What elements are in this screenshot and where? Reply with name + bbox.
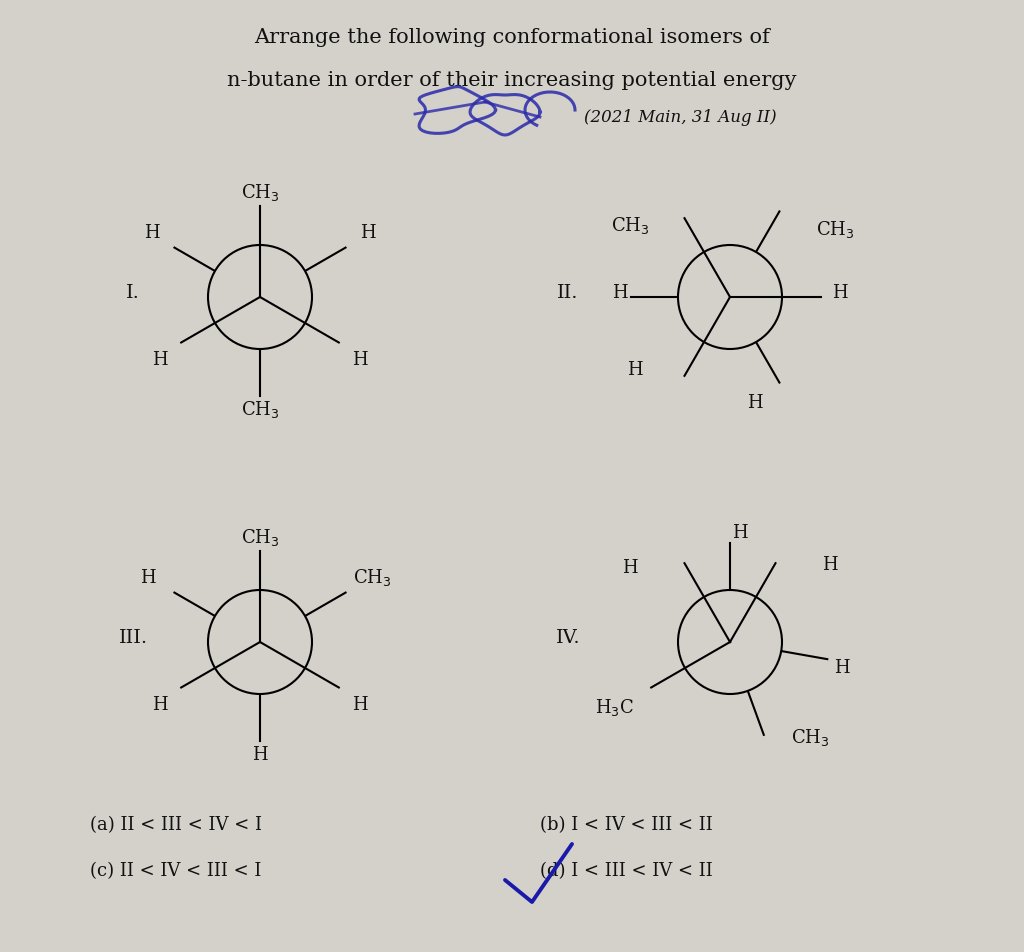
Text: H: H: [352, 350, 368, 368]
Text: CH$_3$: CH$_3$: [241, 183, 280, 204]
Text: H: H: [153, 695, 168, 713]
Text: H: H: [140, 568, 156, 586]
Text: H$_3$C: H$_3$C: [596, 697, 635, 718]
Text: CH$_3$: CH$_3$: [816, 219, 854, 240]
Text: H: H: [835, 659, 850, 676]
Text: H: H: [732, 524, 748, 542]
Text: H: H: [144, 224, 160, 242]
Text: H: H: [352, 695, 368, 713]
Text: CH$_3$: CH$_3$: [352, 566, 391, 588]
Text: H: H: [623, 559, 638, 576]
Text: H: H: [360, 224, 376, 242]
Text: CH$_3$: CH$_3$: [791, 726, 829, 747]
Text: Arrange the following conformational isomers of: Arrange the following conformational iso…: [254, 29, 770, 48]
Text: H: H: [833, 284, 848, 302]
Text: H: H: [252, 745, 268, 764]
Text: n-butane in order of their increasing potential energy: n-butane in order of their increasing po…: [227, 71, 797, 90]
Text: III.: III.: [119, 628, 147, 646]
Text: CH$_3$: CH$_3$: [610, 215, 649, 236]
Text: (a) II < III < IV < I: (a) II < III < IV < I: [90, 815, 262, 833]
Circle shape: [678, 246, 782, 349]
Text: H: H: [822, 555, 838, 573]
Text: (b) I < IV < III < II: (b) I < IV < III < II: [540, 815, 713, 833]
Circle shape: [678, 590, 782, 694]
Circle shape: [208, 246, 312, 349]
Text: H: H: [612, 284, 628, 302]
Text: (d) I < III < IV < II: (d) I < III < IV < II: [540, 862, 713, 879]
Text: I.: I.: [126, 284, 140, 302]
Text: H: H: [153, 350, 168, 368]
Text: II.: II.: [557, 284, 579, 302]
Text: H: H: [748, 393, 763, 411]
Text: H: H: [627, 361, 643, 379]
Text: (2021 Main, 31 Aug II): (2021 Main, 31 Aug II): [584, 109, 776, 127]
Text: IV.: IV.: [556, 628, 581, 646]
Text: CH$_3$: CH$_3$: [241, 527, 280, 548]
Circle shape: [208, 590, 312, 694]
Text: (c) II < IV < III < I: (c) II < IV < III < I: [90, 862, 261, 879]
Text: CH$_3$: CH$_3$: [241, 399, 280, 420]
